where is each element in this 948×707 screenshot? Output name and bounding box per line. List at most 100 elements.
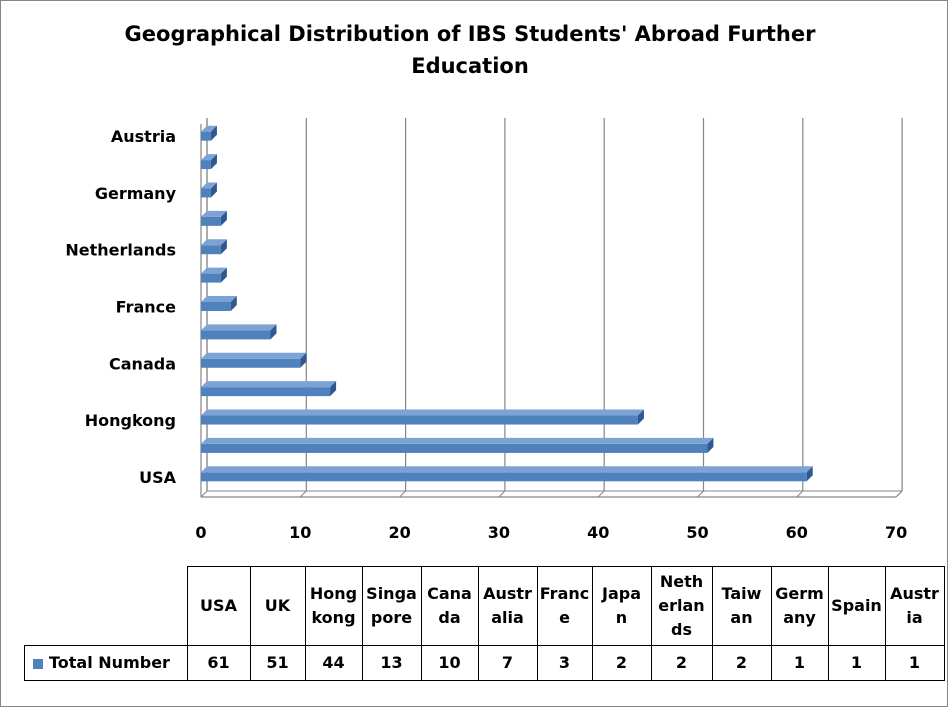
y-category-label: USA: [139, 468, 177, 487]
bar-top: [201, 125, 217, 132]
bar-top: [201, 267, 227, 274]
table-value-cell: 1: [827, 645, 886, 681]
bar-front: [201, 358, 301, 368]
bar-top: [201, 154, 217, 161]
table-header-cell: Taiw an: [711, 566, 772, 646]
x-tick-label: 0: [195, 523, 206, 542]
bar-front: [201, 273, 221, 283]
bar-front: [201, 443, 708, 453]
table-value-cell: 3: [536, 645, 593, 681]
bar-top: [201, 466, 813, 473]
y-category-label: France: [116, 298, 176, 317]
bar-top: [201, 381, 337, 388]
x-tick-label: 60: [786, 523, 808, 542]
bar-netherlands: [201, 239, 227, 255]
bar-taiwan: [201, 210, 227, 226]
bar-uk: [201, 437, 714, 453]
bar-side: [270, 324, 277, 340]
table-header-cell: Cana da: [420, 566, 479, 646]
floor-tick: [796, 490, 804, 498]
bar-singapore: [201, 381, 337, 397]
bar-top: [201, 352, 307, 359]
bar-top: [201, 296, 237, 302]
table-value-cell: 10: [420, 645, 479, 681]
bar-front: [201, 387, 331, 397]
table-value-cell: 2: [711, 645, 772, 681]
bar-austria: [201, 125, 217, 141]
bar-top: [201, 409, 644, 416]
bar-side: [220, 267, 227, 283]
bar-side: [806, 466, 813, 482]
y-category-label: Austria: [111, 127, 176, 146]
bar-canada: [201, 352, 307, 368]
x-tick-label: 30: [488, 523, 510, 542]
table-header-row: USA UK Hong kong Singa pore Cana da Austr ali…: [24, 566, 945, 646]
bar-germany: [201, 182, 217, 198]
bar-front: [201, 245, 221, 255]
table-header-cell: Hong kong: [304, 566, 363, 646]
floor-tick: [697, 490, 704, 498]
table-header-cell: Neth erlan ds: [650, 566, 713, 646]
data-table: USA UK Hong kong Singa pore Cana da Austr ali…: [24, 566, 945, 681]
table-header-cell: Austr alia: [477, 566, 538, 646]
bar-top: [201, 324, 277, 331]
bar-side: [220, 210, 227, 226]
bar-side: [210, 125, 217, 141]
table-header-cell: USA: [186, 566, 251, 646]
floor-tick: [399, 490, 406, 498]
x-tick-label: 40: [587, 523, 609, 542]
floor-tick: [200, 490, 208, 498]
bar-side: [210, 182, 217, 198]
table-value-cell: 2: [650, 645, 713, 681]
bar-spain: [201, 154, 217, 170]
x-tick-label: 70: [885, 523, 907, 542]
floor-tick: [498, 490, 506, 498]
bar-side: [230, 296, 237, 311]
y-category-label: Germany: [95, 184, 177, 203]
chart-title: Geographical Distribution of IBS Student…: [124, 22, 816, 78]
floor-tick: [597, 490, 605, 498]
legend-series-total-number: Total Number: [24, 645, 188, 681]
bar-top: [201, 437, 714, 444]
bar-side: [637, 409, 644, 425]
x-tick-label: 50: [686, 523, 708, 542]
table-value-cell: 1: [884, 645, 945, 681]
bar-front: [201, 472, 807, 482]
table-header-cell: UK: [249, 566, 306, 646]
y-category-label: Netherlands: [65, 241, 176, 260]
bar-front: [201, 415, 638, 425]
table-header-cell: Austr ia: [884, 566, 945, 646]
bar-usa: [201, 466, 813, 482]
x-tick-label: 20: [388, 523, 410, 542]
bar-front: [201, 131, 211, 141]
bar-side: [220, 239, 227, 255]
floor-tick: [299, 490, 307, 498]
table-header-cell: Japa n: [591, 566, 652, 646]
legend-key: [33, 658, 43, 669]
table-value-row: Total Number 61 51 44 13 10 7 3 2 2 2 1 1 1: [24, 645, 945, 681]
bar-front: [201, 302, 231, 311]
table-value-cell: 51: [249, 645, 306, 681]
bar-side: [707, 437, 714, 453]
bar-front: [201, 330, 271, 340]
bar-side: [300, 352, 307, 368]
table-value-cell: 1: [770, 645, 829, 681]
bar-top: [201, 182, 217, 189]
floor-right-edge: [895, 490, 903, 498]
table-value-cell: 7: [477, 645, 538, 681]
bar-front: [201, 216, 221, 226]
bar-australia: [201, 324, 277, 340]
bar-top: [201, 239, 227, 246]
x-tick-label: 10: [289, 523, 311, 542]
table-value-cell: 61: [186, 645, 251, 681]
bar-front: [201, 160, 211, 170]
table-value-cell: 2: [591, 645, 652, 681]
table-header-cell: Germ any: [770, 566, 829, 646]
bar-top: [201, 210, 227, 217]
bar-hongkong: [201, 409, 644, 425]
bar-japan: [201, 267, 227, 283]
table-header-cell: Franc e: [536, 566, 593, 646]
table-value-cell: 44: [304, 645, 363, 681]
series-name: Total Number: [49, 653, 170, 672]
